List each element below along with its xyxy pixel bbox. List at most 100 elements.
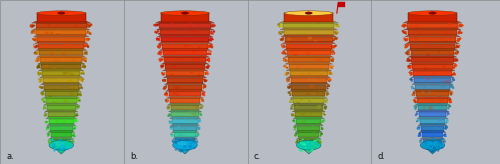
Ellipse shape	[334, 44, 337, 47]
Ellipse shape	[53, 150, 56, 152]
Ellipse shape	[48, 133, 50, 135]
Ellipse shape	[456, 45, 458, 46]
Ellipse shape	[36, 45, 38, 47]
Ellipse shape	[334, 45, 336, 47]
Ellipse shape	[437, 114, 441, 116]
Polygon shape	[40, 57, 82, 62]
Ellipse shape	[34, 30, 35, 32]
Ellipse shape	[166, 93, 168, 95]
Ellipse shape	[294, 134, 296, 136]
Ellipse shape	[336, 31, 338, 33]
Ellipse shape	[323, 119, 326, 122]
Ellipse shape	[330, 71, 332, 73]
Polygon shape	[410, 50, 455, 55]
Ellipse shape	[171, 102, 173, 103]
Ellipse shape	[191, 147, 193, 148]
Ellipse shape	[58, 147, 61, 149]
Ellipse shape	[334, 37, 336, 39]
Ellipse shape	[58, 127, 60, 129]
Ellipse shape	[440, 148, 442, 149]
Ellipse shape	[280, 33, 282, 35]
Ellipse shape	[288, 86, 291, 88]
Ellipse shape	[173, 140, 197, 150]
Ellipse shape	[158, 44, 160, 45]
Ellipse shape	[448, 113, 449, 114]
Ellipse shape	[326, 94, 328, 96]
Ellipse shape	[448, 101, 451, 103]
Ellipse shape	[422, 86, 426, 88]
Text: a.: a.	[6, 152, 14, 161]
Ellipse shape	[171, 134, 173, 136]
Ellipse shape	[323, 113, 325, 115]
Ellipse shape	[202, 87, 204, 88]
Polygon shape	[285, 37, 333, 42]
Ellipse shape	[89, 32, 92, 35]
Ellipse shape	[446, 122, 448, 123]
Ellipse shape	[320, 133, 322, 136]
Ellipse shape	[86, 25, 88, 27]
Ellipse shape	[40, 78, 42, 81]
Ellipse shape	[456, 59, 458, 62]
Polygon shape	[284, 30, 334, 35]
Polygon shape	[52, 139, 71, 144]
Ellipse shape	[412, 73, 413, 75]
Ellipse shape	[326, 87, 328, 89]
Polygon shape	[52, 145, 71, 154]
Ellipse shape	[454, 64, 456, 66]
Ellipse shape	[159, 37, 161, 39]
Ellipse shape	[438, 119, 441, 120]
Ellipse shape	[460, 32, 461, 33]
Ellipse shape	[296, 140, 298, 142]
Ellipse shape	[162, 65, 164, 67]
Ellipse shape	[193, 143, 194, 144]
Ellipse shape	[407, 58, 408, 60]
Ellipse shape	[417, 119, 420, 121]
Ellipse shape	[292, 120, 294, 122]
Ellipse shape	[460, 24, 462, 26]
Ellipse shape	[46, 121, 48, 123]
Ellipse shape	[422, 43, 428, 46]
Ellipse shape	[170, 133, 172, 135]
Ellipse shape	[306, 142, 308, 143]
Ellipse shape	[40, 72, 42, 75]
Ellipse shape	[314, 40, 318, 42]
Ellipse shape	[322, 59, 324, 60]
Ellipse shape	[289, 93, 291, 95]
Ellipse shape	[335, 32, 337, 35]
Ellipse shape	[448, 105, 450, 107]
Ellipse shape	[282, 46, 284, 47]
Ellipse shape	[205, 87, 206, 88]
Ellipse shape	[36, 59, 40, 62]
Ellipse shape	[444, 140, 446, 143]
Ellipse shape	[408, 66, 412, 69]
Ellipse shape	[62, 106, 66, 109]
Polygon shape	[168, 110, 202, 112]
Ellipse shape	[438, 142, 443, 145]
Ellipse shape	[438, 142, 442, 144]
Polygon shape	[419, 112, 446, 117]
Ellipse shape	[164, 79, 165, 80]
Ellipse shape	[198, 127, 200, 129]
Ellipse shape	[34, 52, 36, 54]
Ellipse shape	[175, 88, 178, 90]
Ellipse shape	[206, 52, 209, 55]
Ellipse shape	[210, 51, 212, 52]
Ellipse shape	[332, 39, 335, 41]
Polygon shape	[48, 131, 75, 133]
Ellipse shape	[406, 51, 408, 53]
Ellipse shape	[38, 73, 40, 76]
Polygon shape	[38, 37, 85, 42]
Ellipse shape	[202, 92, 204, 95]
Ellipse shape	[442, 140, 446, 143]
Ellipse shape	[88, 32, 91, 34]
Ellipse shape	[54, 141, 64, 146]
Ellipse shape	[298, 32, 300, 34]
Ellipse shape	[180, 140, 184, 142]
Ellipse shape	[204, 79, 207, 82]
Ellipse shape	[404, 32, 406, 33]
Ellipse shape	[68, 147, 71, 149]
Ellipse shape	[280, 39, 281, 41]
Ellipse shape	[415, 106, 417, 108]
Ellipse shape	[210, 38, 212, 41]
Ellipse shape	[202, 92, 203, 94]
